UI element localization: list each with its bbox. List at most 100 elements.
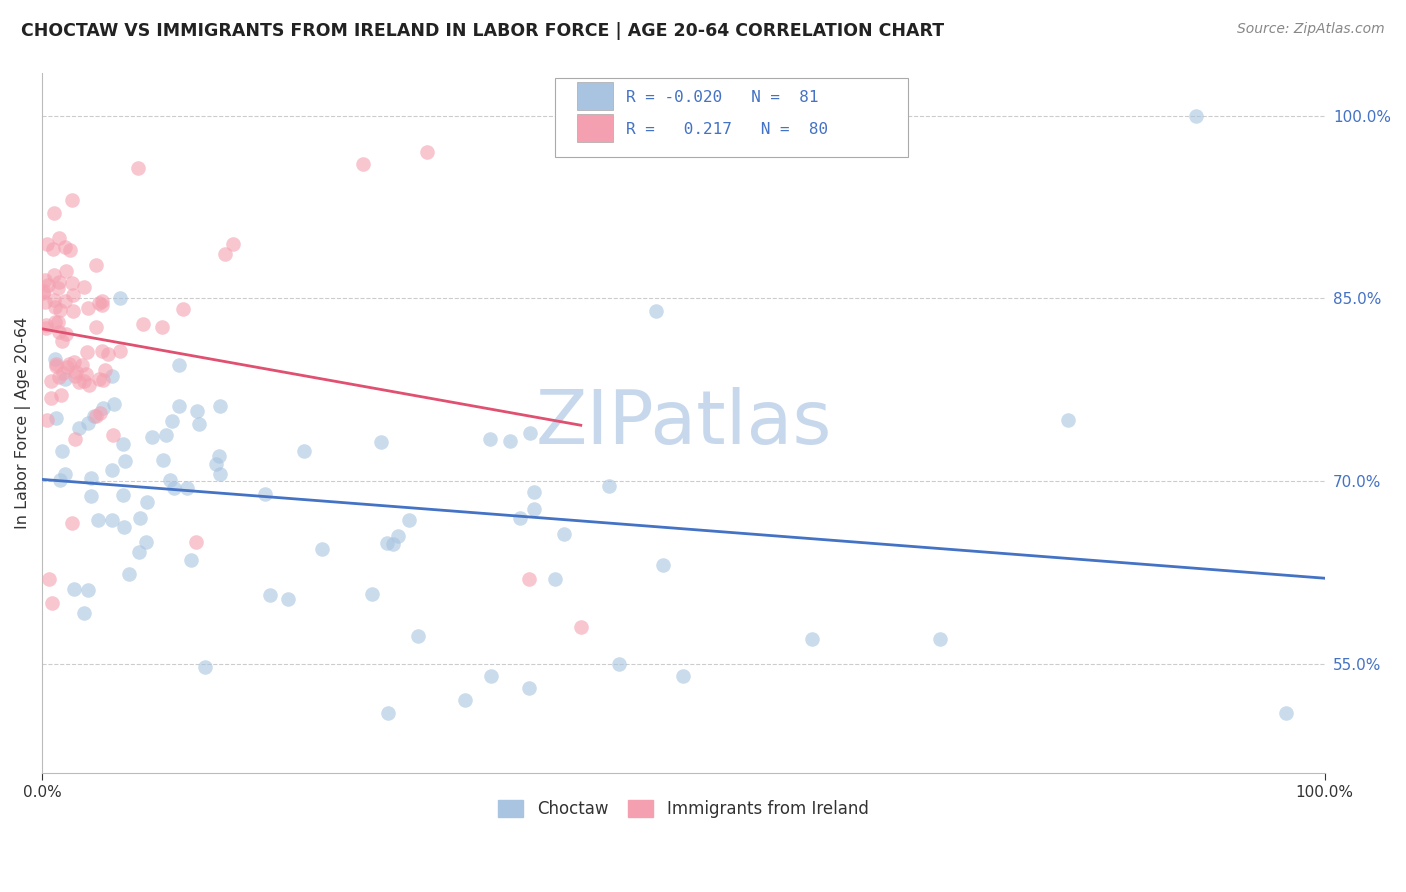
Point [62, 355, 84, 369]
Point [523, 485, 546, 500]
Point [188, 417, 211, 432]
Point [478, 432, 501, 446]
Text: R = -0.020   N =  81: R = -0.020 N = 81 [626, 90, 818, 105]
Point [519, 572, 541, 586]
Point [46, 281, 69, 295]
Point [67, 375, 90, 389]
Point [108, 344, 131, 359]
Point [186, 404, 208, 418]
Point [73, 280, 96, 294]
Point [607, 657, 630, 671]
Point [112, 488, 135, 502]
Point [180, 552, 202, 566]
Point [160, 414, 183, 428]
Point [49, 473, 72, 487]
Point [509, 511, 531, 525]
Point [32, 286, 55, 301]
Point [928, 632, 950, 647]
Point [89, 406, 111, 420]
Point [80, 471, 103, 485]
Point [214, 247, 236, 261]
Y-axis label: In Labor Force | Age 20-64: In Labor Force | Age 20-64 [15, 317, 31, 529]
Point [498, 434, 520, 448]
Point [645, 304, 668, 318]
Point [39, 391, 62, 405]
Point [34, 294, 56, 309]
Point [167, 399, 190, 413]
Point [259, 588, 281, 602]
Point [523, 502, 546, 516]
Point [387, 529, 409, 543]
Point [569, 620, 592, 634]
Point [406, 629, 429, 643]
Point [80, 490, 103, 504]
Point [184, 535, 207, 549]
Point [48, 326, 70, 340]
Point [42, 293, 65, 307]
Point [86, 320, 108, 334]
Point [72, 606, 94, 620]
Point [544, 572, 567, 586]
Point [103, 396, 125, 410]
Point [34, 321, 56, 335]
Point [129, 511, 152, 525]
Point [67, 421, 90, 435]
Point [49, 388, 72, 402]
Legend: Choctaw, Immigrants from Ireland: Choctaw, Immigrants from Ireland [492, 793, 875, 824]
Point [48, 275, 70, 289]
Point [75, 367, 97, 381]
Point [150, 319, 173, 334]
Point [62, 288, 84, 302]
Point [53, 240, 76, 254]
Point [51, 334, 73, 349]
Point [45, 410, 67, 425]
Point [41, 596, 63, 610]
Point [110, 291, 132, 305]
Point [45, 357, 67, 371]
Point [1185, 109, 1208, 123]
Point [65, 365, 87, 379]
Point [141, 430, 163, 444]
Point [53, 293, 76, 308]
Point [361, 586, 384, 600]
Point [46, 314, 69, 328]
Point [112, 437, 135, 451]
Point [44, 315, 66, 329]
Point [56, 360, 79, 375]
Point [63, 432, 86, 446]
Point [76, 345, 98, 359]
Point [97, 347, 120, 361]
Point [51, 443, 73, 458]
Point [114, 453, 136, 467]
Point [84, 258, 107, 272]
Point [60, 516, 83, 531]
Point [253, 487, 276, 501]
Point [194, 659, 217, 673]
Point [1275, 706, 1298, 720]
Point [60, 276, 83, 290]
Point [91, 373, 114, 387]
Point [162, 481, 184, 495]
Point [101, 463, 124, 477]
Point [38, 572, 60, 586]
Point [89, 371, 111, 385]
Point [454, 693, 477, 707]
Point [52, 366, 75, 380]
Point [73, 374, 96, 388]
Point [55, 263, 77, 277]
Point [77, 301, 100, 315]
Point [277, 592, 299, 607]
Point [48, 370, 70, 384]
Text: CHOCTAW VS IMMIGRANTS FROM IRELAND IN LABOR FORCE | AGE 20-64 CORRELATION CHART: CHOCTAW VS IMMIGRANTS FROM IRELAND IN LA… [21, 22, 945, 40]
Point [48, 230, 70, 244]
Point [208, 399, 231, 413]
Point [49, 302, 72, 317]
Point [42, 242, 65, 256]
Point [91, 401, 114, 415]
Point [53, 372, 76, 386]
Point [83, 409, 105, 424]
Point [352, 157, 374, 171]
Point [118, 566, 141, 581]
Point [55, 467, 77, 482]
Point [77, 416, 100, 430]
